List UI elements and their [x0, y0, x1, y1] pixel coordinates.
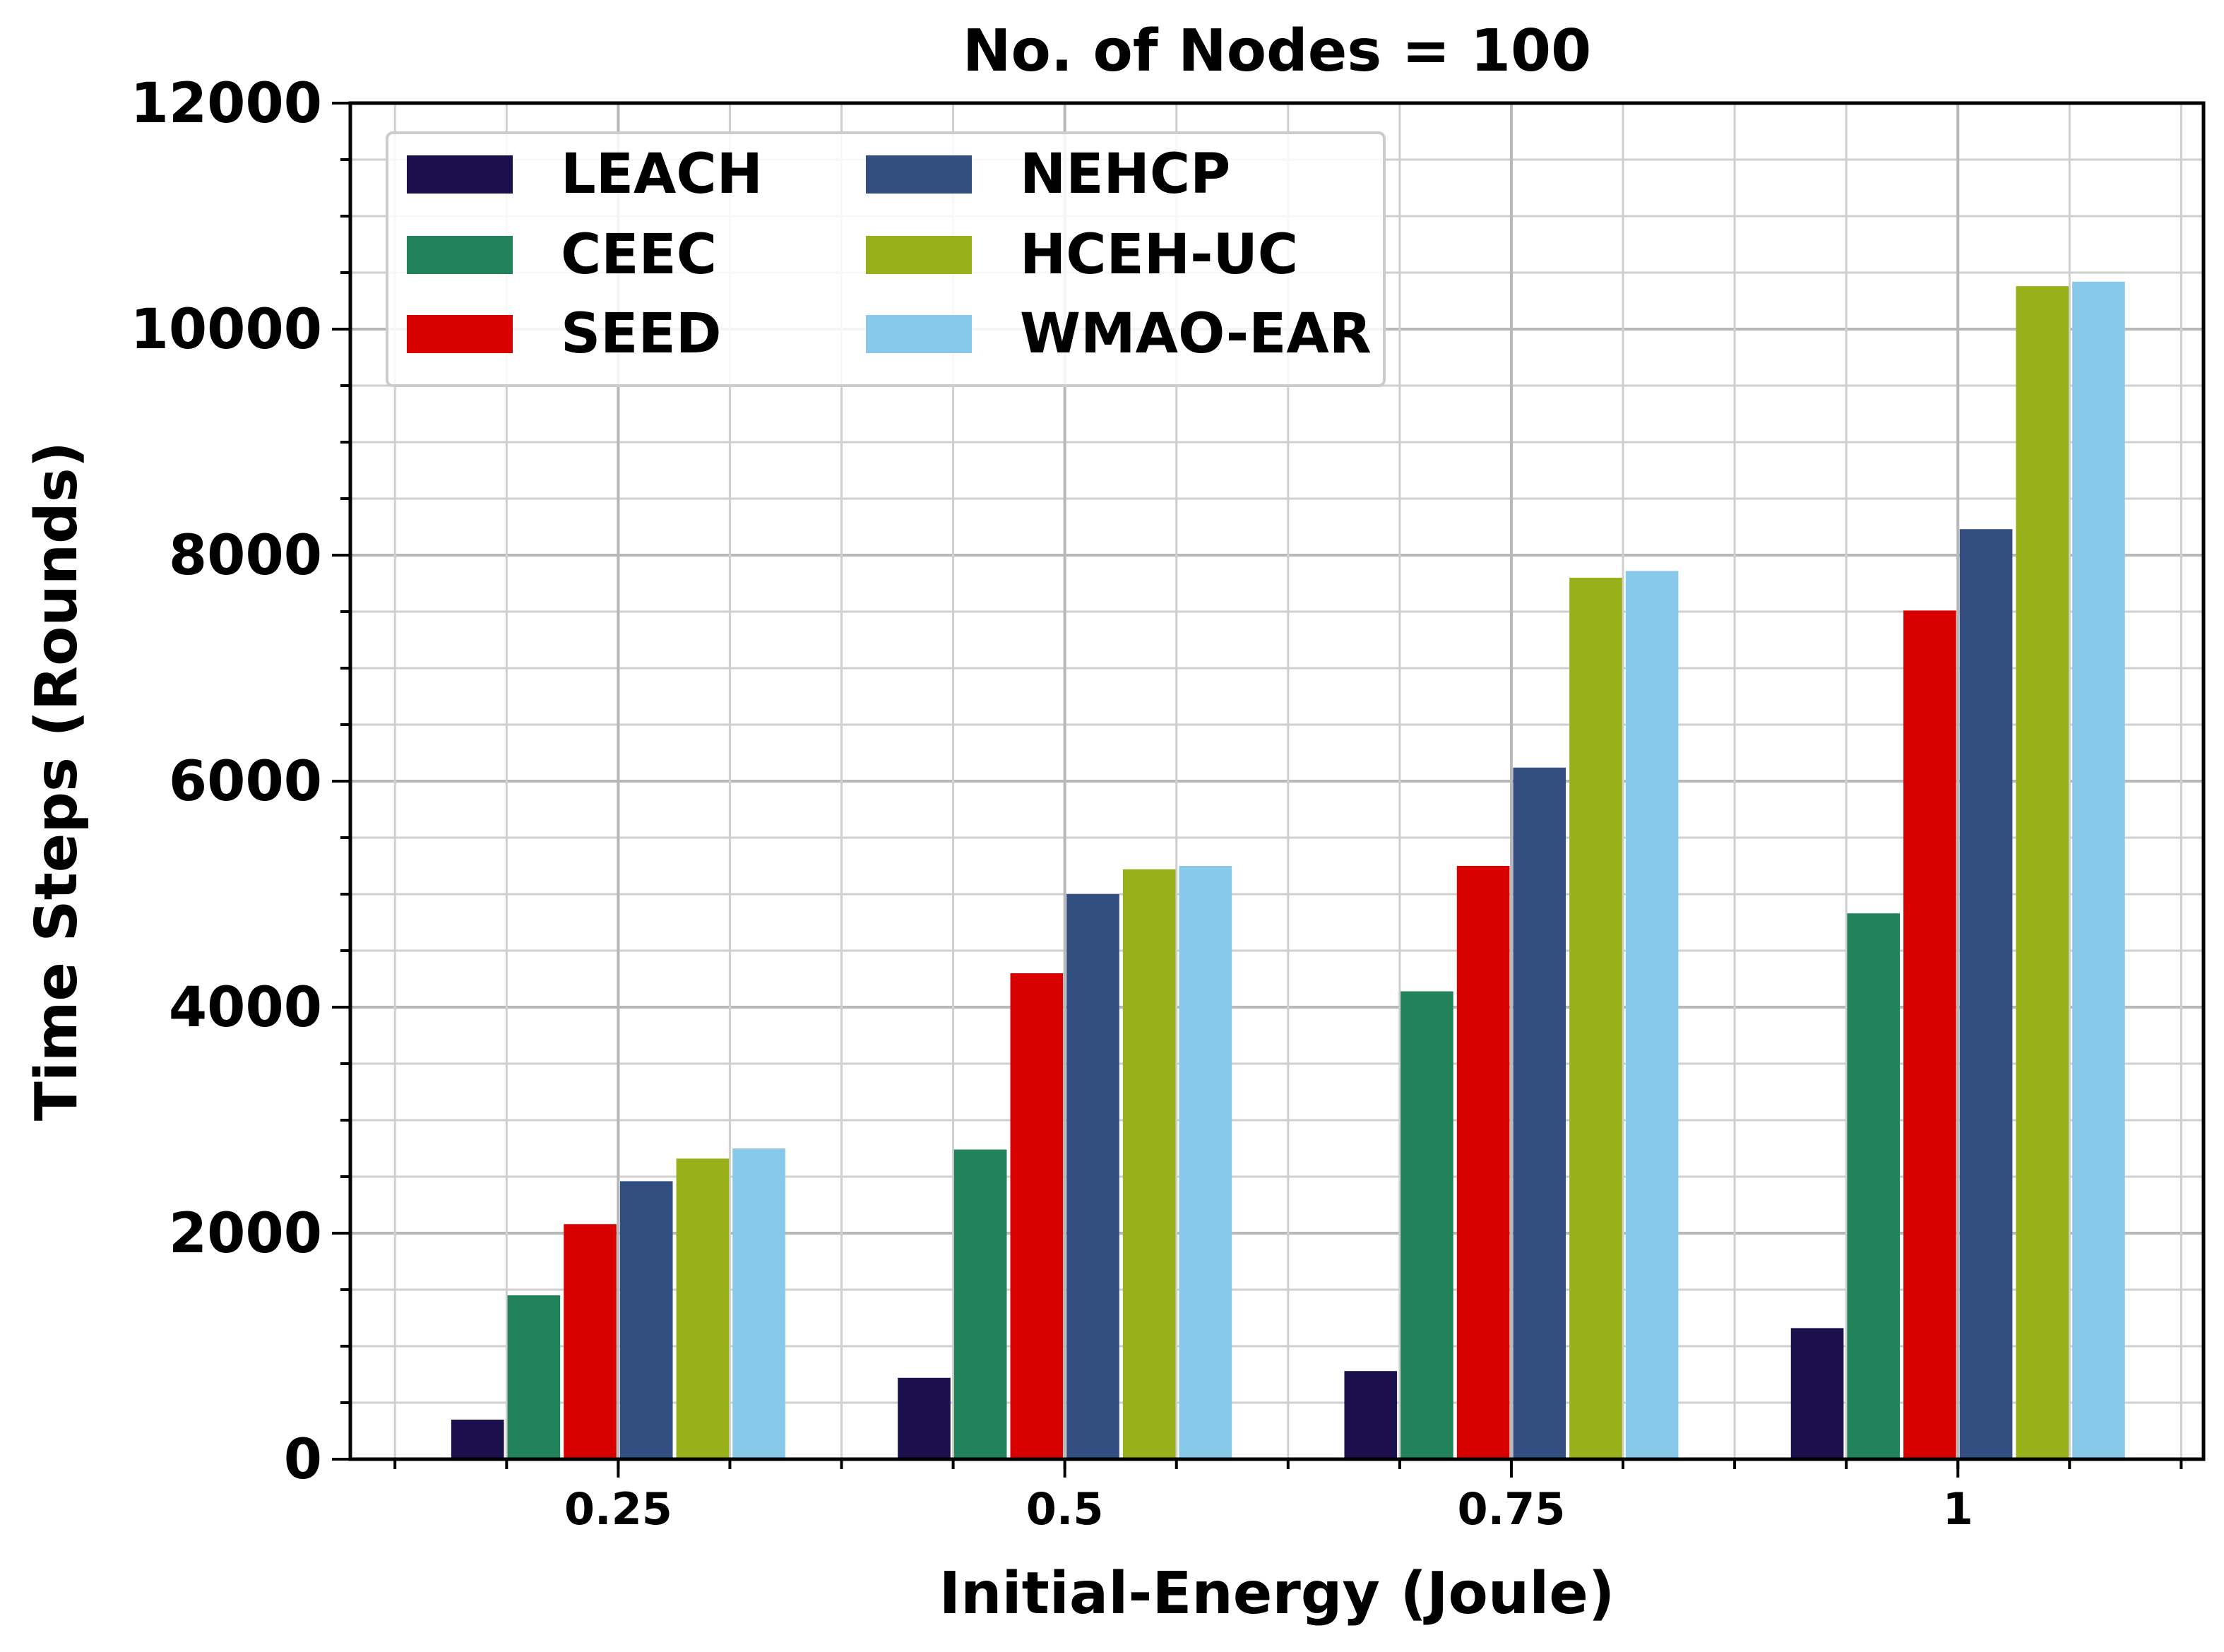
- y-tick-label: 8000: [169, 524, 322, 588]
- bar-nehcp-0: [619, 1181, 673, 1459]
- legend-label: HCEH-UC: [1020, 223, 1298, 287]
- bar-leach-0: [451, 1420, 504, 1459]
- chart-title: No. of Nodes = 100: [963, 18, 1591, 85]
- legend-label: WMAO-EAR: [1020, 302, 1372, 366]
- bar-ceec-1: [953, 1149, 1007, 1459]
- y-tick-label: 6000: [169, 750, 322, 814]
- y-axis-ticks: 0 2000 4000 6000 8000 10000 12000: [131, 72, 350, 1492]
- legend-label: CEEC: [561, 223, 717, 287]
- legend-label: NEHCP: [1020, 143, 1230, 206]
- bar-seed-1: [1010, 973, 1064, 1459]
- bar-leach-2: [1344, 1371, 1398, 1459]
- y-tick-label: 12000: [131, 72, 322, 136]
- y-tick-label: 2000: [169, 1202, 322, 1266]
- bar-hceh-uc-2: [1569, 578, 1622, 1459]
- bar-seed-0: [564, 1224, 617, 1459]
- legend-swatch-leach: [407, 155, 513, 194]
- bar-seed-3: [1903, 610, 1956, 1459]
- y-tick-label: 0: [284, 1428, 322, 1492]
- bar-hceh-uc-3: [2016, 286, 2069, 1460]
- x-tick-label: 0.5: [1026, 1483, 1104, 1535]
- bar-leach-3: [1790, 1328, 1844, 1459]
- bar-hceh-uc-0: [676, 1158, 730, 1459]
- y-tick-label: 4000: [169, 976, 322, 1040]
- bar-nehcp-3: [1959, 529, 2013, 1460]
- x-tick-label: 1: [1943, 1483, 1973, 1535]
- bar-wmao-ear-3: [2072, 281, 2125, 1459]
- y-axis-label: Time Steps (Rounds): [23, 441, 90, 1121]
- bar-wmao-ear-1: [1179, 866, 1232, 1459]
- bar-ceec-3: [1847, 913, 1901, 1459]
- legend-swatch-hceh-uc: [866, 236, 972, 274]
- bar-hceh-uc-1: [1122, 869, 1176, 1459]
- bar-leach-1: [898, 1377, 951, 1459]
- legend-swatch-seed: [407, 315, 513, 353]
- x-axis-ticks: 0.25 0.5 0.75 1: [393, 1459, 2183, 1535]
- x-axis-label: Initial-Energy (Joule): [939, 1560, 1615, 1627]
- bar-nehcp-2: [1513, 767, 1566, 1459]
- legend-label: SEED: [561, 302, 722, 366]
- legend-swatch-nehcp: [866, 155, 972, 194]
- legend: LEACH CEEC SEED NEHCP HCEH-UC WMAO-EAR: [386, 131, 1386, 387]
- bar-wmao-ear-0: [732, 1148, 785, 1459]
- x-tick-label: 0.25: [564, 1483, 672, 1535]
- legend-swatch-wmao-ear: [866, 315, 972, 353]
- bar-ceec-2: [1401, 991, 1453, 1459]
- bars: [451, 281, 2125, 1460]
- legend-label: LEACH: [561, 143, 763, 206]
- bar-ceec-0: [507, 1295, 561, 1459]
- legend-swatch-ceec: [407, 236, 513, 274]
- y-tick-label: 10000: [131, 298, 322, 362]
- x-tick-label: 0.75: [1457, 1483, 1565, 1535]
- bar-wmao-ear-2: [1625, 571, 1679, 1459]
- bar-nehcp-1: [1066, 894, 1119, 1459]
- bar-seed-2: [1456, 866, 1510, 1459]
